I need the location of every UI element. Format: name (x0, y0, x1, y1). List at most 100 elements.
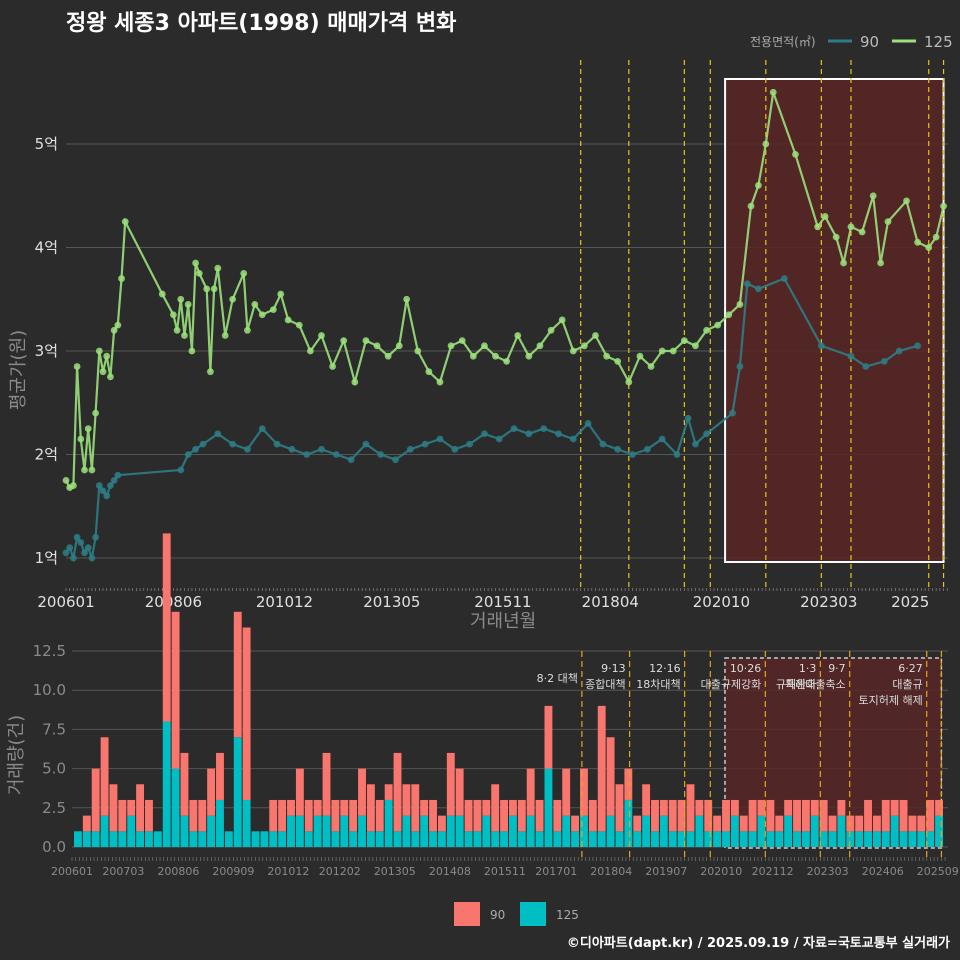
data-point-125 (625, 378, 633, 386)
bar-125 (322, 815, 331, 847)
bottom-x-tick-label: 201305 (374, 865, 416, 878)
policy-lines (580, 60, 945, 588)
data-point-90 (362, 440, 370, 448)
bar-90 (437, 815, 446, 832)
bar-90 (455, 768, 464, 816)
data-point-90 (629, 451, 636, 458)
bottom-x-tick-label: 202406 (862, 865, 904, 878)
bottom-x-tick-label: 201012 (267, 865, 309, 878)
bar-90 (429, 799, 437, 832)
data-point-90 (540, 425, 548, 433)
data-point-125 (592, 332, 599, 339)
data-point-90 (421, 440, 429, 448)
bottom-x-tick-label: 202112 (752, 865, 794, 878)
bar-90 (580, 768, 588, 816)
bar-90 (446, 752, 455, 816)
policy-annotation-text: 규제완화 (776, 678, 816, 691)
bar-125 (642, 815, 651, 847)
bar-90 (482, 799, 491, 816)
data-point-90 (95, 482, 103, 489)
bar-90 (881, 799, 890, 832)
data-point-90 (703, 430, 710, 438)
data-point-125 (203, 285, 211, 293)
bar-90 (695, 799, 704, 816)
data-point-125 (492, 352, 499, 360)
data-point-90 (466, 440, 474, 448)
bar-125 (819, 831, 828, 847)
bottom-x-tick-label: 201804 (590, 865, 632, 878)
data-point-90 (684, 414, 692, 422)
data-point-125 (395, 342, 403, 350)
data-point-125 (747, 202, 755, 210)
data-point-125 (318, 332, 325, 339)
legend-bottom: 90 125 (454, 902, 579, 926)
bottom-y-ticks: 0.0 2.5 5.0 7.5 10.0 12.5 (33, 642, 66, 856)
bar-90 (810, 799, 819, 816)
bar-125 (668, 831, 677, 847)
data-point-90 (880, 357, 888, 365)
data-point-125 (569, 347, 577, 355)
data-point-90 (184, 451, 192, 458)
data-point-90 (862, 363, 870, 370)
bar-90 (118, 799, 127, 832)
bar-90 (402, 784, 411, 816)
bottom-x-tick-label: 202010 (700, 865, 742, 878)
data-point-125 (244, 326, 251, 334)
bar-125 (517, 831, 526, 847)
bar-90 (677, 799, 686, 832)
bar-90 (713, 815, 722, 832)
bar-125 (917, 831, 926, 847)
bar-125 (420, 815, 429, 847)
bar-90 (819, 799, 828, 832)
data-point-125 (210, 285, 218, 293)
bar-125 (145, 831, 153, 847)
bar-90 (198, 799, 207, 832)
top-grid (66, 143, 948, 559)
data-point-90 (481, 430, 488, 438)
data-point-90 (229, 440, 237, 448)
data-point-125 (251, 301, 259, 308)
x-tick-label: 201804 (582, 593, 639, 611)
legend-label-125: 125 (924, 33, 953, 51)
bar-125 (473, 831, 482, 847)
bar-125 (722, 831, 730, 847)
data-point-90 (332, 451, 340, 458)
legend-swatch-bottom-125 (520, 902, 546, 926)
data-point-90 (107, 482, 114, 489)
data-point-90 (288, 445, 296, 453)
data-point-90 (84, 544, 92, 552)
bar-125 (739, 831, 748, 847)
bar-90 (171, 611, 180, 769)
data-point-125 (118, 275, 125, 282)
bar-125 (615, 831, 624, 847)
data-point-90 (555, 430, 562, 438)
bar-125 (278, 831, 287, 847)
data-point-90 (780, 275, 788, 282)
bar-125 (837, 815, 846, 847)
bar-90 (295, 768, 304, 816)
x-tick-label: 202010 (693, 593, 750, 611)
legend-top: 전용면적(㎡) 90 125 (750, 33, 953, 51)
data-point-90 (103, 492, 111, 500)
bar-125 (384, 799, 393, 847)
data-point-90 (99, 487, 107, 495)
data-point-125 (362, 337, 370, 345)
x-tick-label: 200601 (37, 593, 94, 611)
bar-125 (659, 815, 668, 847)
data-point-125 (173, 326, 181, 334)
bar-90 (233, 611, 242, 738)
data-point-125 (525, 352, 533, 360)
legend-bottom-label-90: 90 (490, 908, 505, 922)
data-point-125 (340, 337, 348, 345)
data-point-90 (914, 342, 922, 350)
bar-125 (509, 815, 517, 847)
legend-swatch-bottom-90 (454, 902, 480, 926)
data-point-125 (207, 368, 214, 376)
data-point-90 (377, 451, 385, 458)
data-point-125 (221, 332, 229, 339)
bar-125 (180, 815, 189, 847)
bar-125 (890, 815, 899, 847)
bar-90 (464, 799, 473, 832)
bar-125 (553, 831, 562, 847)
policy-annotation-text: 8·2 대책 (537, 672, 578, 685)
